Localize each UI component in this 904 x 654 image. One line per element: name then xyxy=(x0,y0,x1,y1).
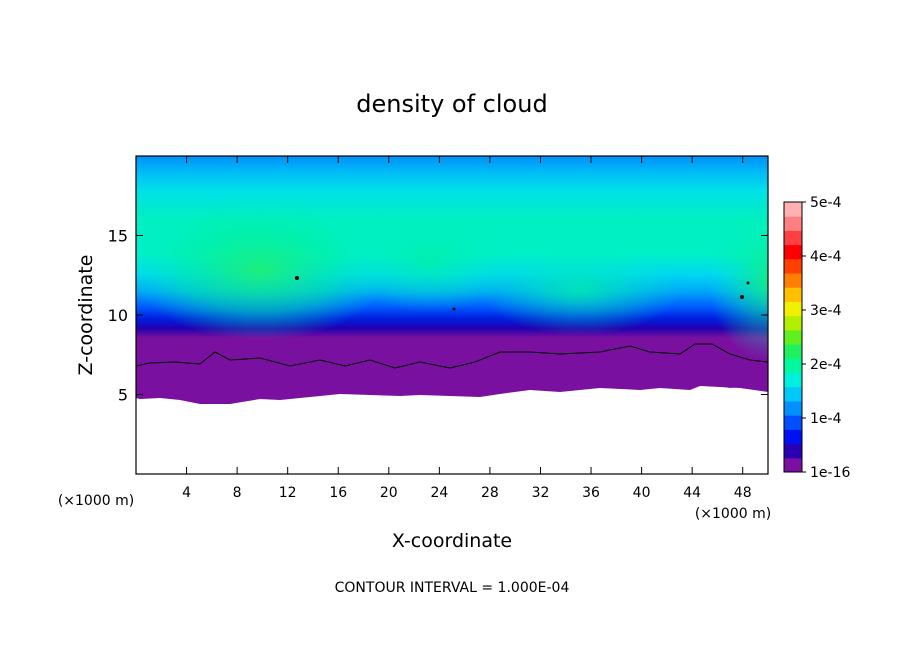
contour-dot xyxy=(295,276,299,280)
y-axis-label: Z-coordinate xyxy=(75,255,97,376)
chart-title: density of cloud xyxy=(356,90,547,118)
colorbar-swatch xyxy=(784,230,802,246)
x-tick-label: 8 xyxy=(233,485,242,501)
x-tick-label: 40 xyxy=(633,485,651,501)
x-tick-label: 12 xyxy=(279,485,297,501)
cloud-core-left xyxy=(136,200,390,340)
x-tick-label: 24 xyxy=(430,485,448,501)
colorbar-swatch xyxy=(784,287,802,302)
colorbar-frame xyxy=(783,201,803,473)
contour-interval-note: CONTOUR INTERVAL = 1.000E-04 xyxy=(335,580,570,596)
x-tick-label: 44 xyxy=(683,485,701,501)
colorbar-tick-label: 1e-4 xyxy=(810,411,842,427)
colorbar-swatch xyxy=(784,329,802,345)
cloud-core-far-right xyxy=(708,200,768,360)
colorbar-swatch xyxy=(784,301,802,317)
x-unit-label: (×1000 m) xyxy=(58,493,134,509)
colorbar-tick-label: 1e-16 xyxy=(810,465,850,481)
colorbar-swatch xyxy=(784,429,802,445)
colorbar-tick-label: 3e-4 xyxy=(810,303,842,319)
cloud-base-band xyxy=(136,376,768,404)
cloud-core-right xyxy=(480,245,680,335)
colorbar-swatch xyxy=(784,344,802,359)
x-tick-label: 16 xyxy=(329,485,347,501)
colorbar-swatch xyxy=(784,400,802,416)
colorbar: 1e-16 1e-4 2e-4 3e-4 4e-4 5e-4 xyxy=(783,195,850,481)
y-tick-label: 15 xyxy=(108,227,128,246)
colorbar-swatch xyxy=(784,258,802,274)
colorbar-swatch xyxy=(784,372,802,388)
x-axis: 4 8 12 16 20 24 28 32 36 40 44 48 xyxy=(182,156,752,501)
y-tick-label: 5 xyxy=(118,386,128,405)
colorbar-swatch xyxy=(784,216,802,231)
x-tick-label: 28 xyxy=(481,485,499,501)
colorbar-tick-label: 5e-4 xyxy=(810,195,842,211)
colorbar-swatch xyxy=(784,386,802,402)
contour-dot xyxy=(746,281,750,285)
contour-line-1e-4 xyxy=(136,343,768,369)
y-tick-label: 10 xyxy=(108,306,128,325)
colorbar-tick-label: 2e-4 xyxy=(810,357,842,373)
cloud-core-middle xyxy=(340,212,520,312)
colorbar-swatch xyxy=(784,315,802,331)
colorbar-swatch xyxy=(784,457,802,473)
x-tick-label: 32 xyxy=(532,485,550,501)
contour-dot xyxy=(740,295,744,299)
colorbar-swatch xyxy=(784,244,802,260)
colorbar-swatch xyxy=(784,415,802,430)
x-tick-label: 48 xyxy=(734,485,752,501)
colorbar-swatch xyxy=(784,358,802,374)
y-axis: 5 10 15 xyxy=(108,227,768,405)
colorbar-tick-label: 4e-4 xyxy=(810,249,842,265)
x-tick-label: 4 xyxy=(182,485,191,501)
x-tick-label: 36 xyxy=(582,485,600,501)
colorbar-swatch xyxy=(784,202,802,217)
x-tick-label: 20 xyxy=(380,485,398,501)
colorbar-swatch xyxy=(784,443,802,459)
plot-area xyxy=(136,156,768,404)
contour-dot xyxy=(452,307,456,311)
y-unit-label: (×1000 m) xyxy=(695,506,771,522)
x-axis-label: X-coordinate xyxy=(392,530,512,552)
colorbar-swatch xyxy=(784,273,802,288)
